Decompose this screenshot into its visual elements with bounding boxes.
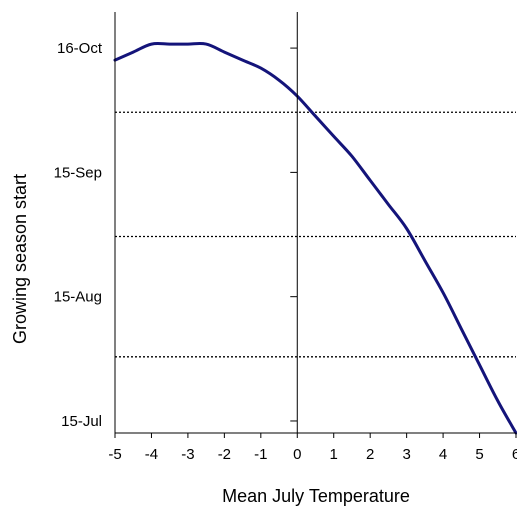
series-layer bbox=[113, 41, 517, 435]
y-ticks: 15-Jul 15-Aug 15-Sep 16-Oct bbox=[54, 40, 298, 430]
x-ticks: -5 -4 -3 -2 -1 0 1 2 3 4 5 6 bbox=[108, 433, 517, 463]
x-tick-label: -1 bbox=[254, 446, 267, 463]
axes bbox=[114, 12, 516, 434]
y-tick-label: 15-Aug bbox=[54, 289, 102, 306]
x-tick-label: -3 bbox=[181, 446, 194, 463]
x-tick-label: -2 bbox=[218, 446, 231, 463]
x-tick-label: 2 bbox=[366, 446, 374, 463]
y-tick-label: 15-Jul bbox=[61, 413, 102, 430]
y-tick-label: 15-Sep bbox=[54, 164, 102, 181]
x-tick-label: 4 bbox=[439, 446, 447, 463]
y-tick-label: 16-Oct bbox=[57, 40, 103, 57]
series-line bbox=[113, 41, 517, 435]
x-tick-label: 0 bbox=[293, 446, 301, 463]
x-tick-label: 3 bbox=[402, 446, 410, 463]
reference-lines bbox=[115, 111, 516, 358]
x-axis-label: Mean July Temperature bbox=[222, 486, 410, 506]
x-tick-label: -4 bbox=[145, 446, 158, 463]
x-tick-label: 6 bbox=[512, 446, 517, 463]
x-tick-label: -5 bbox=[108, 446, 121, 463]
x-tick-label: 5 bbox=[475, 446, 483, 463]
x-tick-label: 1 bbox=[330, 446, 338, 463]
y-axis-label: Growing season start bbox=[10, 174, 30, 344]
